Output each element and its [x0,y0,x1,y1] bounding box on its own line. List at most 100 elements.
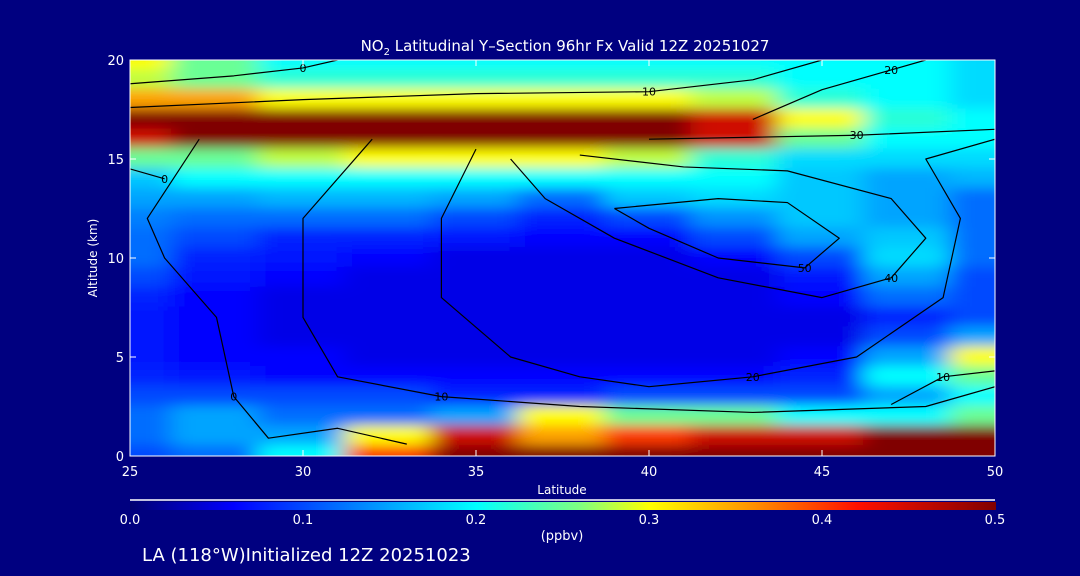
heatmap-cell [603,207,695,230]
heatmap-cell [344,207,435,230]
heatmap-cell [690,286,781,309]
heatmap-cell [171,167,262,190]
heatmap-cell [130,207,176,230]
heatmap-cell [257,167,349,190]
heatmap-cell [949,128,995,151]
heatmap-cell [430,167,522,190]
contour-line: 0 [130,168,168,186]
heatmap-cell [344,128,435,151]
heatmap-cell [430,88,522,111]
heatmap-cell [776,148,868,170]
heatmap-cell [603,227,695,250]
heatmap-cell [690,385,781,408]
heatmap-cell [776,187,868,210]
heatmap-cell [430,108,522,131]
heatmap-cell [603,108,695,131]
heatmap-cell [130,227,176,250]
heatmap-cell [776,167,868,190]
heatmap-cell [517,247,608,269]
heatmap-cell [603,306,695,329]
heatmap-cell [863,266,954,289]
colorbar-unit-label: (ppbv) [541,529,584,544]
heatmap-cell [257,187,349,210]
contour-path [146,138,407,445]
heatmap-cell [690,207,781,230]
contour-line: 30 [648,128,995,142]
contour-path [890,370,995,406]
heatmap-cell [949,445,995,456]
heatmap-cell [171,207,262,230]
heatmap-cell [344,68,435,91]
heatmap-cell [517,306,608,329]
heatmap-cell [863,167,954,190]
heatmap-cell [171,148,262,170]
heatmap-cell [603,405,695,428]
heatmap-cell [430,306,522,329]
heatmap-cell [776,88,868,111]
heatmap-cell [344,286,435,309]
contour-line: 10 [130,60,823,109]
heatmap-cell [171,286,262,309]
colorbar-tick-label: 0.0 [120,513,141,528]
heatmap-cell [776,128,868,151]
heatmap-cell [344,247,435,269]
heatmap-cell [430,207,522,230]
heatmap-cell [130,445,176,456]
contour-line: 10 [890,370,995,406]
contour-path [130,60,823,109]
heatmap-cell [690,346,781,368]
heatmap-cell [430,68,522,91]
heatmap-cell [171,88,262,111]
y-tick-label: 20 [107,54,124,69]
heatmap-cell [690,266,781,289]
heatmap-cell [430,148,522,170]
contour-line: 10 [302,138,995,414]
heatmap-cell [130,425,176,448]
heatmap-cell [430,405,522,428]
heatmap-cell [430,286,522,309]
heatmap-cell [257,108,349,131]
y-axis-label: Altitude (km) [86,219,100,298]
heatmap-cell [863,108,954,131]
heatmap-cell [690,405,781,428]
contour-path [130,60,338,85]
heatmap-cell [776,425,868,448]
heatmap-cell [690,247,781,269]
heatmap-cell [171,365,262,388]
y-tick-label: 5 [116,351,124,366]
heatmap-cell [517,286,608,309]
heatmap-cell [171,227,262,250]
heatmap-cell [344,365,435,388]
heatmap-cell [863,425,954,448]
heatmap-cell [949,365,995,388]
colorbar-tick-label: 0.5 [985,513,1006,528]
heatmap-cell [344,266,435,289]
heatmap-cell [430,346,522,368]
heatmap-cell [690,88,781,111]
heatmap-cell [430,247,522,269]
heatmap-cell [603,68,695,91]
heatmap-cell [130,346,176,368]
heatmap-cell [171,187,262,210]
heatmap-cell [863,326,954,349]
heatmap-cell [949,346,995,368]
contour-label: 10 [642,86,656,99]
y-tick-label: 0 [116,450,124,465]
heatmap-cell [603,425,695,448]
heatmap-cell [130,306,176,329]
heatmap-cell [863,286,954,309]
heatmap-cell [130,365,176,388]
heatmap-cell [949,405,995,428]
heatmap-cell [130,108,176,131]
contour-label: 0 [300,62,307,75]
heatmap-cell [603,385,695,408]
heatmap-cell [690,108,781,131]
heatmap-cell [949,385,995,408]
heatmap-cell [690,128,781,151]
contour-line: 50 [614,198,840,275]
heatmap-cell [690,60,781,71]
heatmap-cell [344,108,435,131]
x-tick-label: 40 [641,465,658,480]
heatmap-cell [690,187,781,210]
heatmap-cell [517,68,608,91]
